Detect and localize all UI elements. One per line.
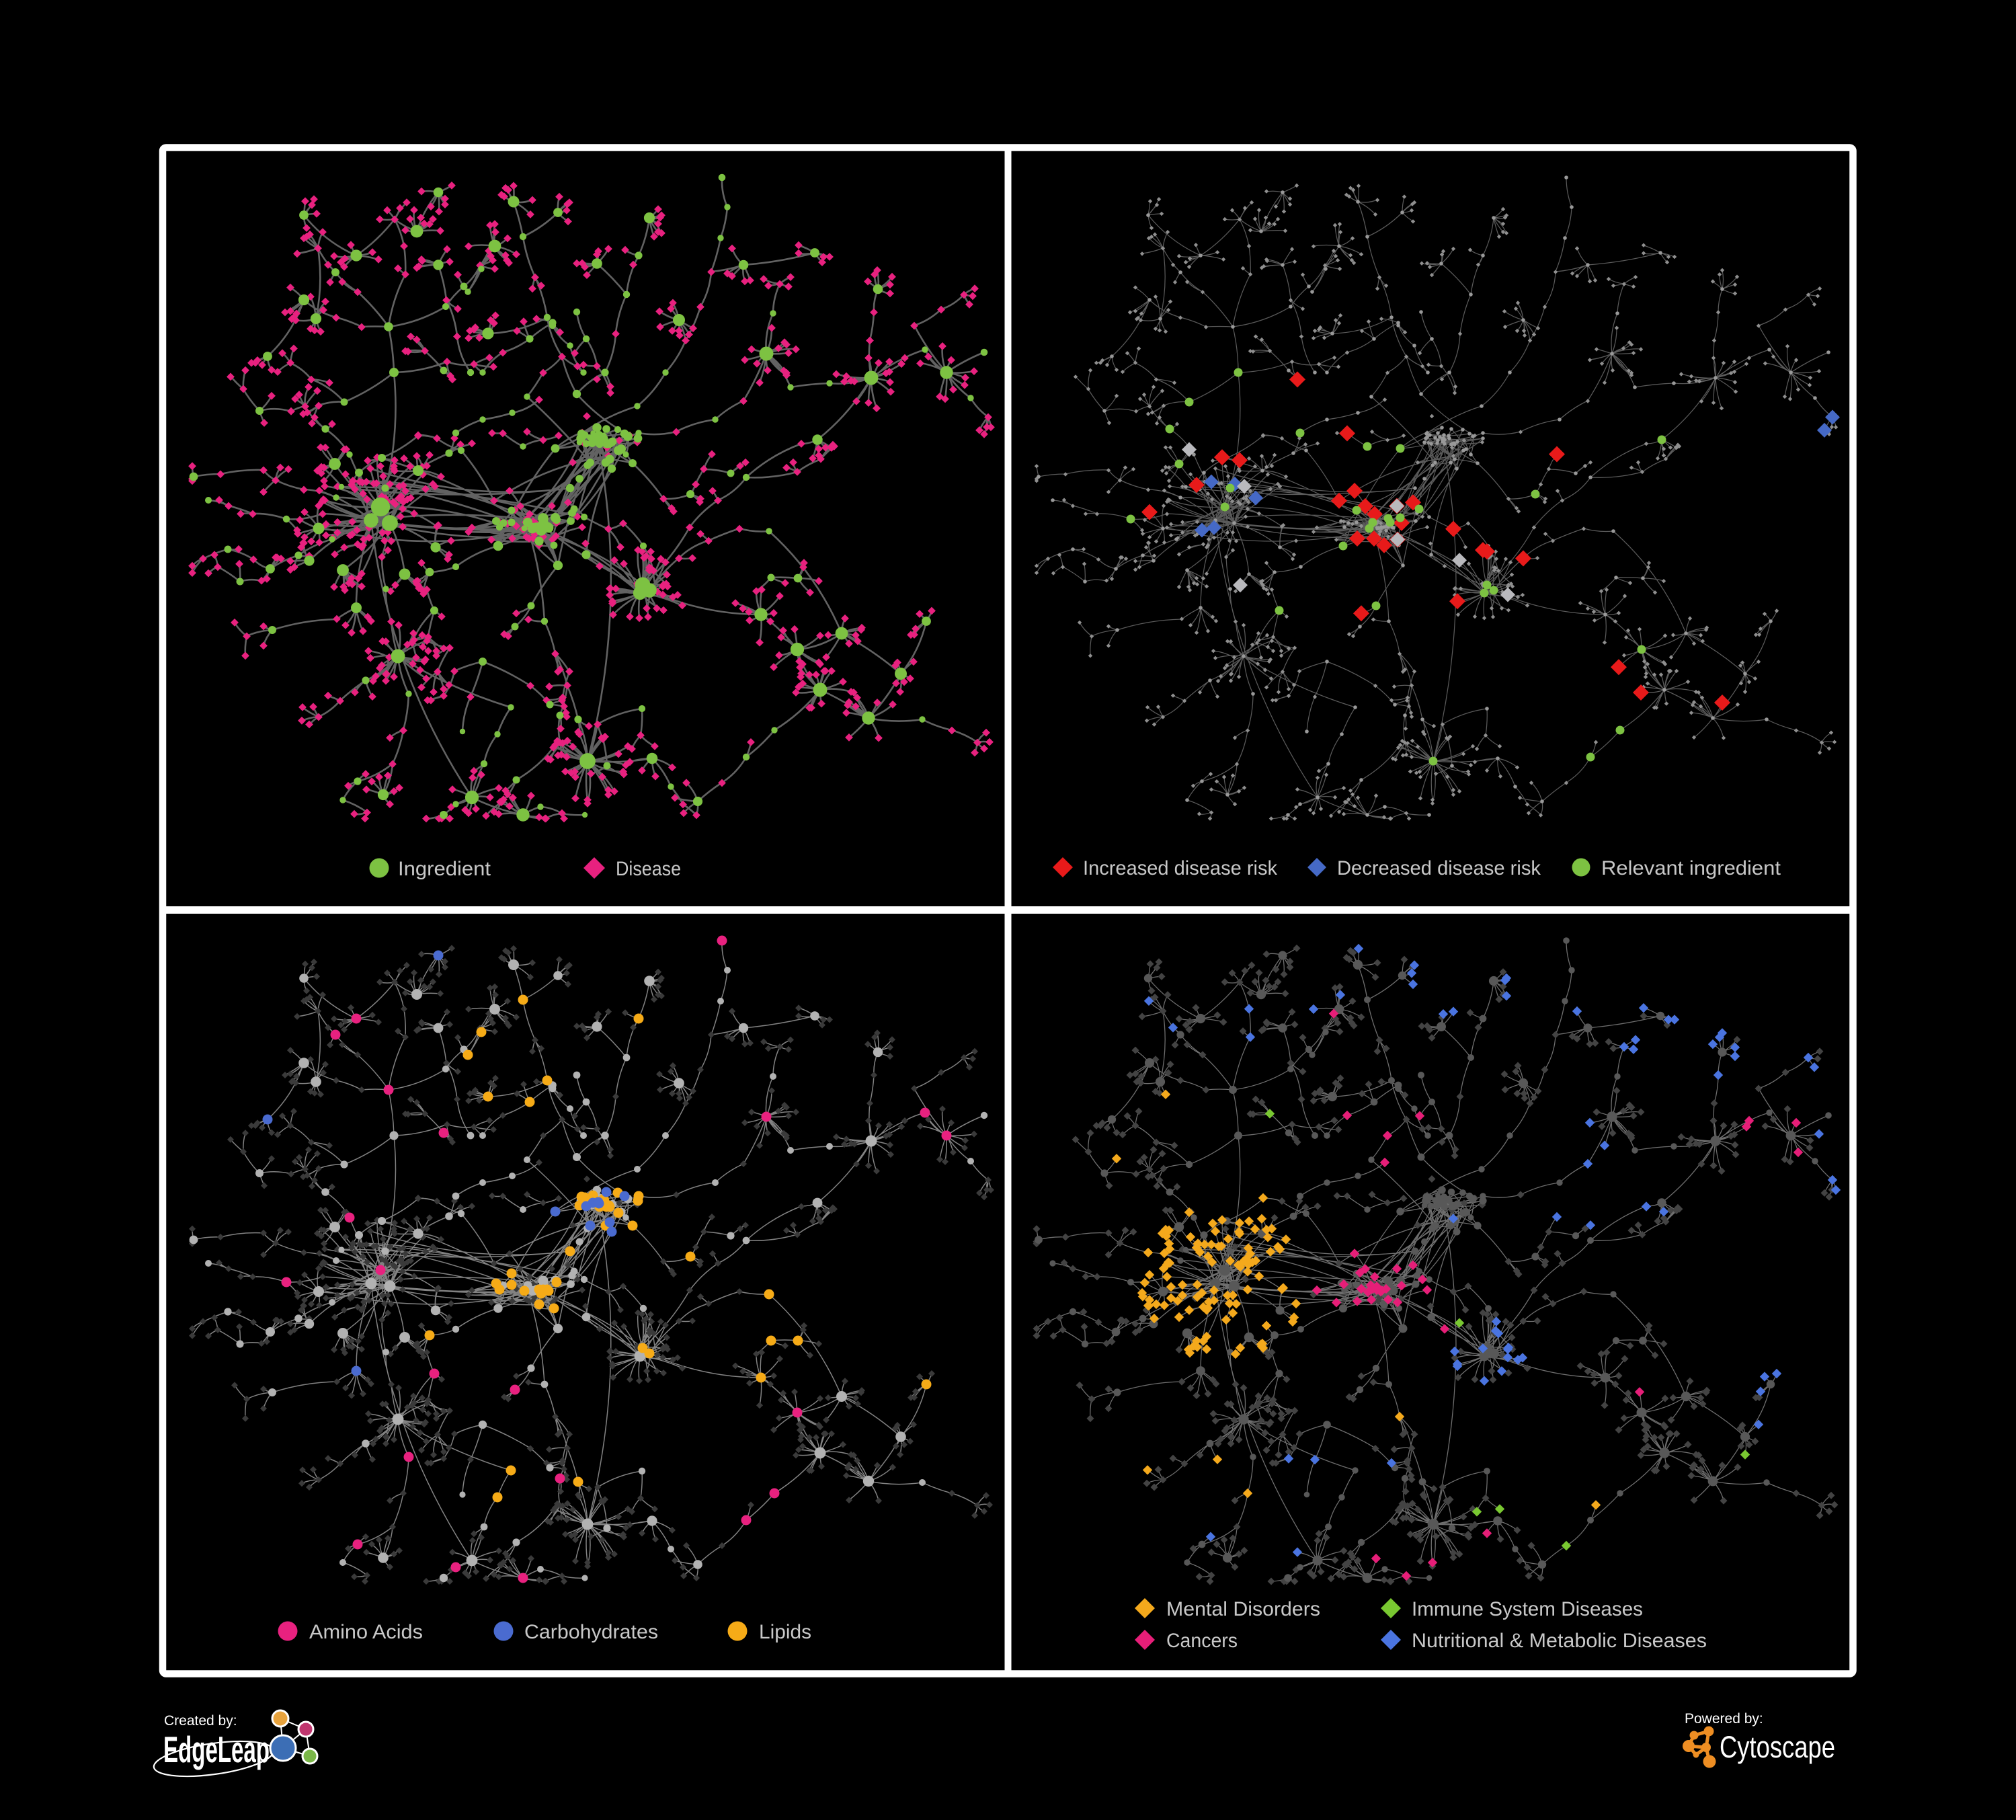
svg-text:Nutritional & Metabolic Diseas: Nutritional & Metabolic Diseases	[1412, 1630, 1707, 1652]
svg-text:Cytoscape: Cytoscape	[1720, 1730, 1835, 1764]
svg-text:Increased disease risk: Increased disease risk	[1083, 857, 1278, 879]
svg-text:Powered by:: Powered by:	[1685, 1711, 1763, 1727]
svg-text:Created by:: Created by:	[164, 1713, 237, 1729]
svg-text:Ingredient: Ingredient	[398, 858, 491, 880]
svg-text:Amino Acids: Amino Acids	[309, 1621, 423, 1643]
svg-text:Carbohydrates: Carbohydrates	[524, 1621, 658, 1643]
svg-text:Cancers: Cancers	[1166, 1630, 1238, 1652]
svg-text:Mental Disorders: Mental Disorders	[1166, 1598, 1320, 1620]
svg-text:Lipids: Lipids	[759, 1621, 811, 1643]
svg-text:Relevant ingredient: Relevant ingredient	[1601, 857, 1781, 879]
svg-text:EdgeLeap: EdgeLeap	[163, 1729, 270, 1770]
svg-text:Decreased disease risk: Decreased disease risk	[1337, 857, 1541, 879]
svg-text:Immune System Diseases: Immune System Diseases	[1412, 1598, 1643, 1620]
svg-text:Disease: Disease	[616, 858, 681, 880]
